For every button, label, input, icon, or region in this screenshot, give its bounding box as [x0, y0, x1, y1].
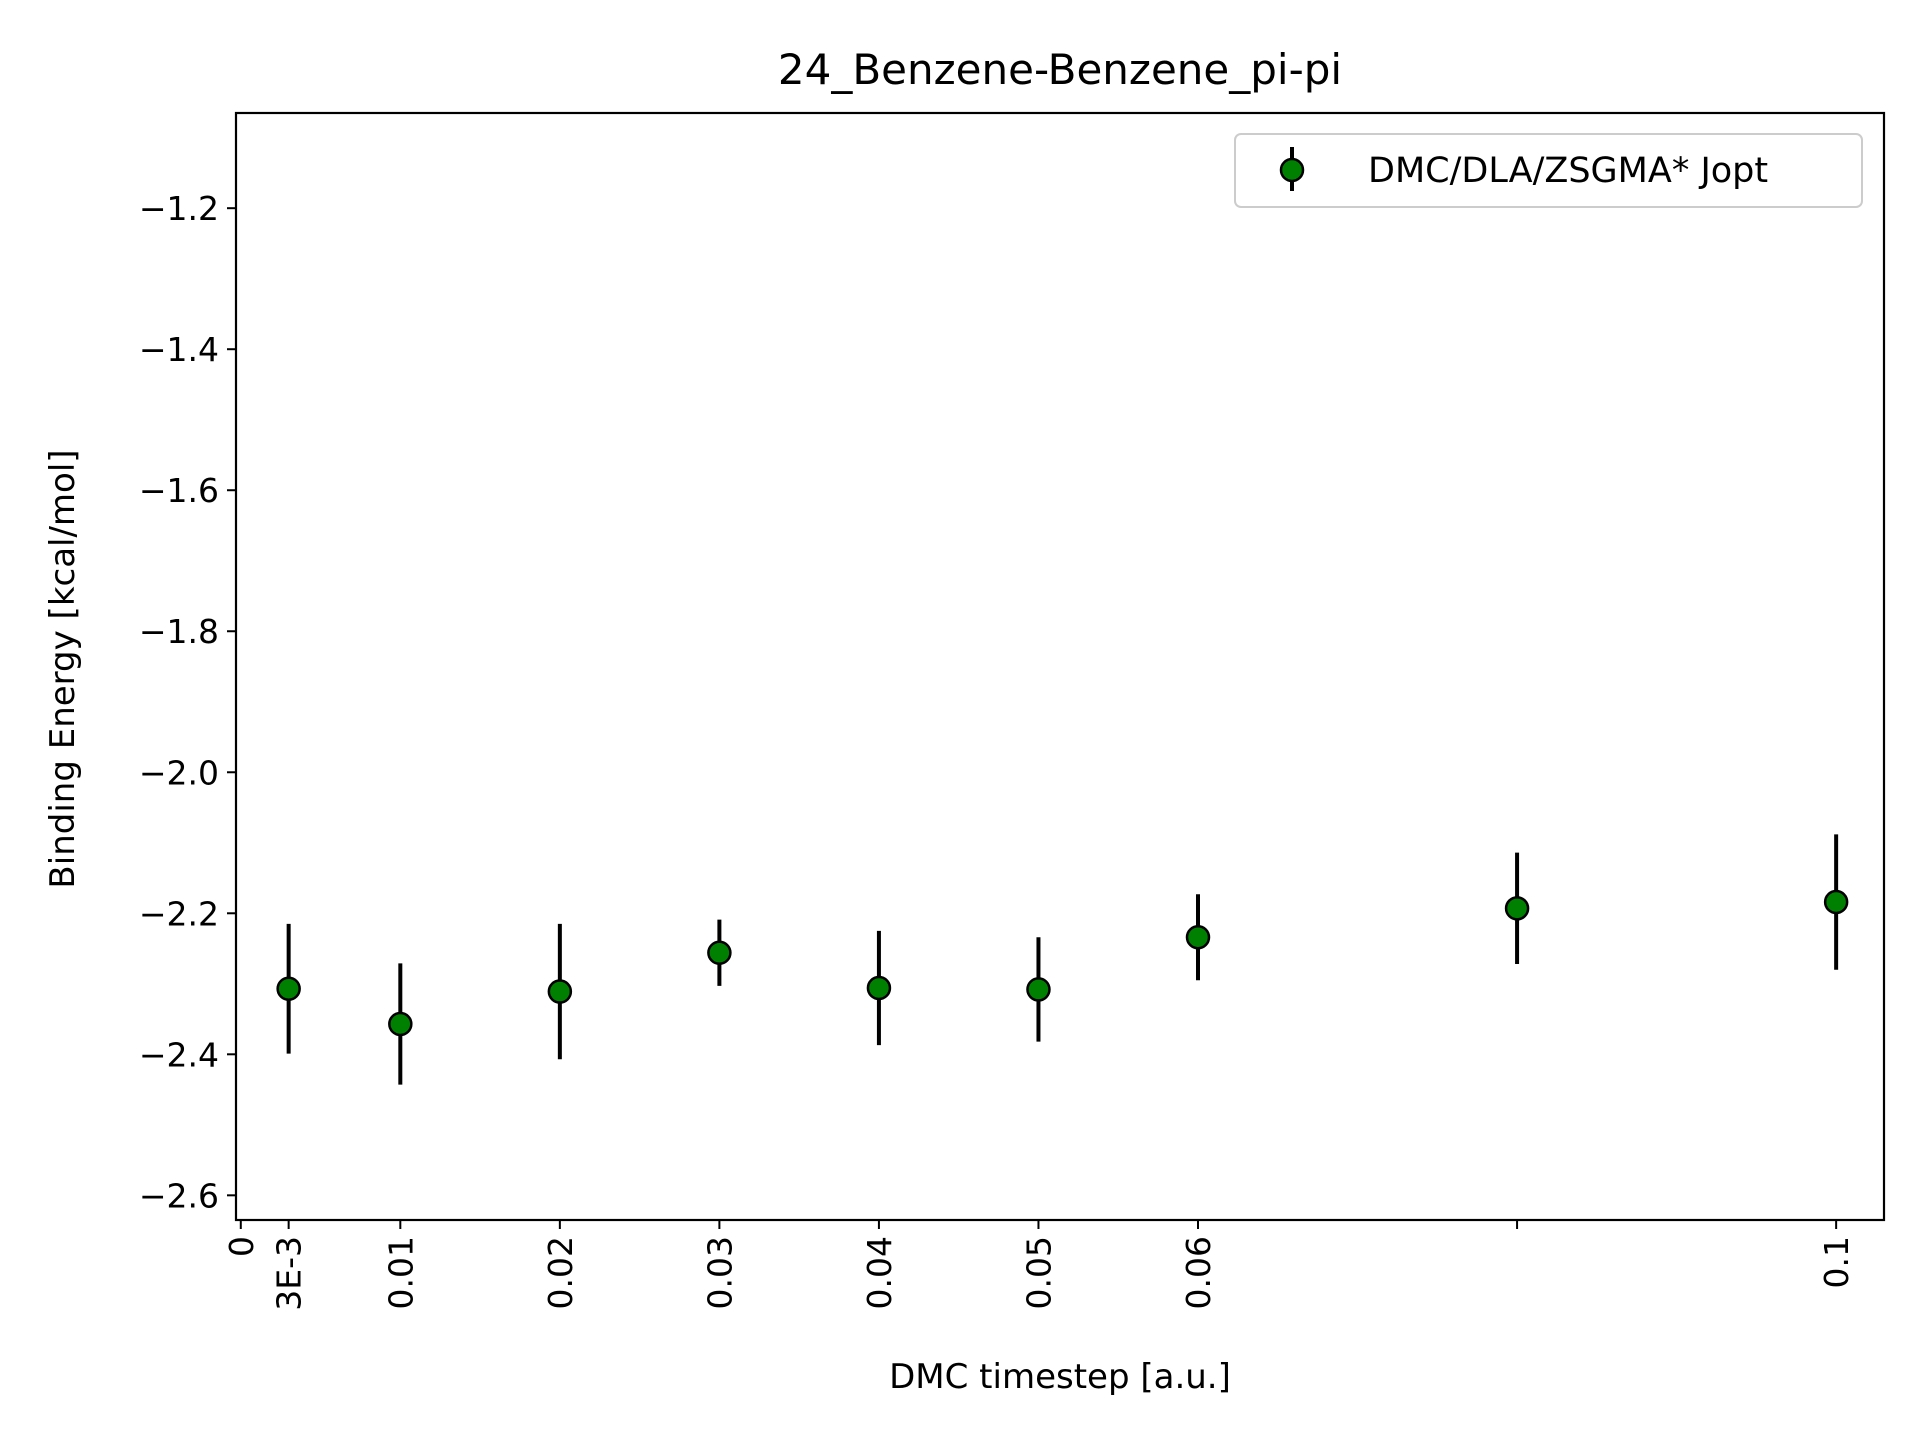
x-tick-label: 0.03	[700, 1236, 739, 1309]
y-tick-label: −1.6	[139, 471, 219, 510]
data-point	[1185, 925, 1211, 950]
data-point	[276, 976, 301, 1001]
x-axis-label: DMC timestep [a.u.]	[889, 1357, 1231, 1397]
legend-marker	[1279, 157, 1305, 183]
legend-label: DMC/DLA/ZSGMA* Jopt	[1368, 151, 1768, 191]
data-point	[707, 940, 732, 966]
chart-title: 24_Benzene-Benzene_pi-pi	[778, 45, 1342, 94]
data-point	[1026, 977, 1051, 1002]
x-tick-label: 0.1	[1817, 1236, 1856, 1288]
y-tick-label: −2.0	[139, 753, 219, 792]
data-point	[388, 1011, 413, 1037]
x-tick-label: 0.02	[541, 1236, 580, 1309]
y-tick-label: −2.2	[139, 894, 219, 933]
plot-frame	[234, 111, 1886, 1222]
data-point	[1823, 889, 1849, 915]
x-tick-label: 0.05	[1019, 1236, 1058, 1309]
y-axis-label: Binding Energy [kcal/mol]	[43, 449, 83, 888]
legend-box	[1234, 133, 1863, 208]
y-tick-label: −1.4	[139, 330, 219, 369]
y-tick-label: −1.2	[139, 189, 219, 228]
legend: DMC/DLA/ZSGMA* Jopt	[1234, 133, 1863, 208]
x-tick-label: 0.01	[381, 1236, 420, 1309]
y-tick-label: −2.6	[139, 1176, 219, 1215]
data-point	[547, 979, 573, 1004]
data-points	[276, 889, 1849, 1037]
x-tick-label: 0.04	[860, 1236, 899, 1309]
x-tick-label: 0	[222, 1236, 261, 1257]
y-tick-label: −2.4	[139, 1035, 219, 1074]
y-tick-label: −1.8	[139, 612, 219, 651]
data-point	[1504, 896, 1530, 921]
x-tick-label: 3E-3	[270, 1236, 309, 1311]
axis-ticks: −1.2 −1.4 −1.6 −1.8 −2.0 −2.2 −2.4 −2.60 3E-3 0.0…	[139, 189, 1856, 1311]
data-point	[866, 975, 892, 1001]
x-tick-label: 0.06	[1179, 1236, 1218, 1309]
